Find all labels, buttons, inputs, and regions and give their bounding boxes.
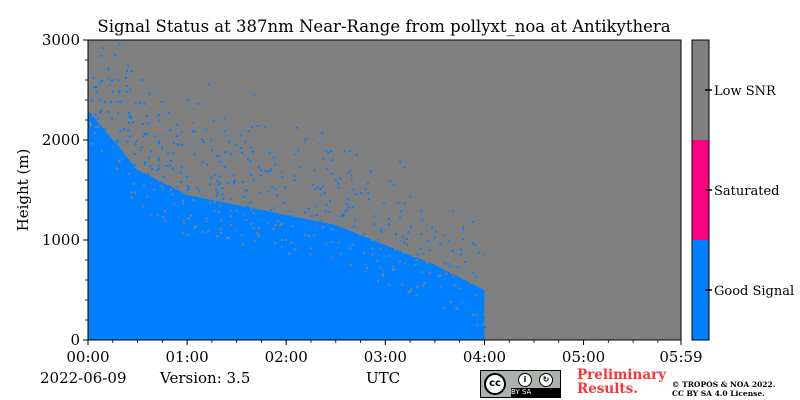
signal-speckle (88, 40, 487, 329)
copyright-line-1: © TROPOS & NOA 2022. (672, 380, 776, 389)
plot-area (88, 40, 681, 340)
x-tick-label: 05:59 (659, 348, 702, 366)
y-axis-label: Height (m) (14, 149, 32, 232)
preliminary-notice: Preliminary Results. (577, 368, 666, 396)
sa-icon: ↻ (539, 373, 553, 387)
cc-icon: cc (484, 373, 506, 395)
version-label: Version: 3.5 (160, 369, 251, 387)
x-tick-label: 01:00 (165, 348, 208, 366)
colorbar-label: Low SNR (714, 84, 777, 99)
copyright-notice: © TROPOS & NOA 2022. CC BY SA 4.0 Licens… (672, 380, 775, 398)
cc-license-badge: cc i ↻ BY SA (480, 370, 561, 398)
by-icon: i (518, 373, 532, 387)
x-tick-label: 00:00 (66, 348, 109, 366)
chart-title: Signal Status at 387nm Near-Range from p… (97, 17, 671, 36)
colorbar-good-signal (692, 240, 709, 340)
colorbar: Low SNR Saturated Good Signal (691, 39, 794, 341)
x-tick-label: 02:00 (265, 348, 308, 366)
x-tick-label: 03:00 (364, 348, 407, 366)
preliminary-line-1: Preliminary (577, 367, 667, 383)
colorbar-label: Good Signal (714, 284, 794, 299)
good-signal-region (88, 110, 485, 340)
date-label: 2022-06-09 (40, 369, 127, 387)
plot-frame (87, 39, 682, 341)
cc-badge-strip: BY SA (511, 388, 561, 397)
y-tick-label: 2000 (42, 131, 80, 149)
x-axis-label: UTC (366, 369, 401, 387)
y-tick-label: 0 (70, 331, 80, 349)
preliminary-line-2: Results. (577, 381, 638, 397)
axes: 00:00 01:00 02:00 03:00 04:00 05:00 05:59 0 1000… (42, 31, 703, 366)
x-tick-label: 05:00 (562, 348, 605, 366)
colorbar-low-snr (692, 40, 709, 140)
y-tick-label: 3000 (42, 31, 80, 49)
x-tick-label: 04:00 (463, 348, 506, 366)
y-tick-label: 1000 (42, 231, 80, 249)
colorbar-saturated (692, 140, 709, 240)
copyright-line-2: CC BY SA 4.0 License. (672, 389, 765, 398)
colorbar-label: Saturated (714, 184, 779, 199)
